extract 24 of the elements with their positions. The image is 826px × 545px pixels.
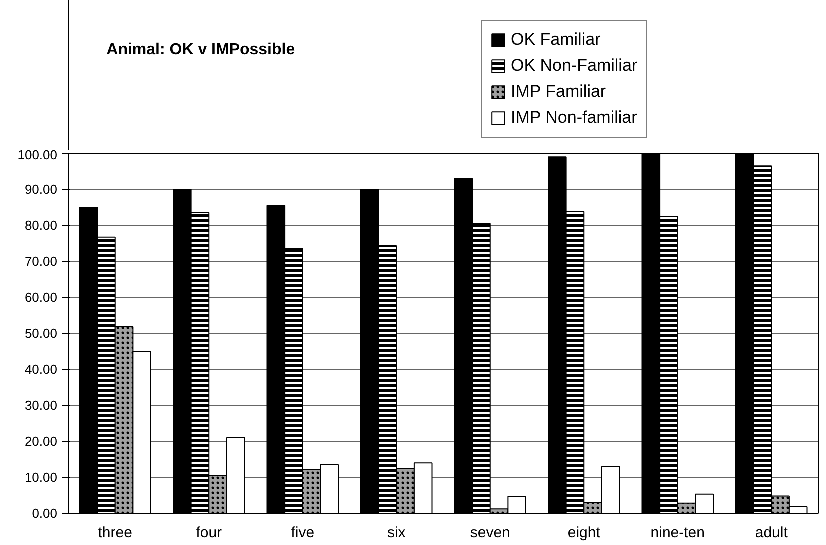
legend-label: OK Familiar: [511, 29, 601, 51]
y-tick-label: 80.00: [24, 218, 58, 233]
x-tick-label: four: [196, 524, 222, 542]
x-tick-label: adult: [755, 524, 789, 542]
x-tick-label: three: [98, 524, 132, 542]
y-tick-label: 70.00: [24, 254, 58, 269]
legend-label: OK Non-Familiar: [511, 55, 638, 77]
y-tick-label: 30.00: [24, 398, 58, 413]
chart-title: Animal: OK v IMPossible: [106, 42, 296, 58]
y-tick-label: 0.00: [32, 506, 58, 521]
x-tick-label: six: [387, 524, 406, 542]
y-tick-label: 10.00: [24, 470, 58, 485]
y-tick-label: 20.00: [24, 434, 58, 449]
x-tick-label: eight: [568, 524, 602, 542]
x-tick-label: seven: [470, 524, 510, 542]
y-tick-label: 40.00: [24, 362, 58, 377]
x-tick-label: five: [291, 524, 315, 542]
y-tick-label: 50.00: [24, 326, 58, 341]
legend-label: IMP Non-familiar: [511, 107, 638, 129]
legend-label: IMP Familiar: [511, 81, 606, 103]
y-tick-label: 60.00: [24, 290, 58, 305]
x-tick-label: nine-ten: [650, 524, 705, 542]
y-tick-label: 90.00: [24, 182, 58, 197]
y-tick-label: 100.00: [18, 148, 58, 162]
